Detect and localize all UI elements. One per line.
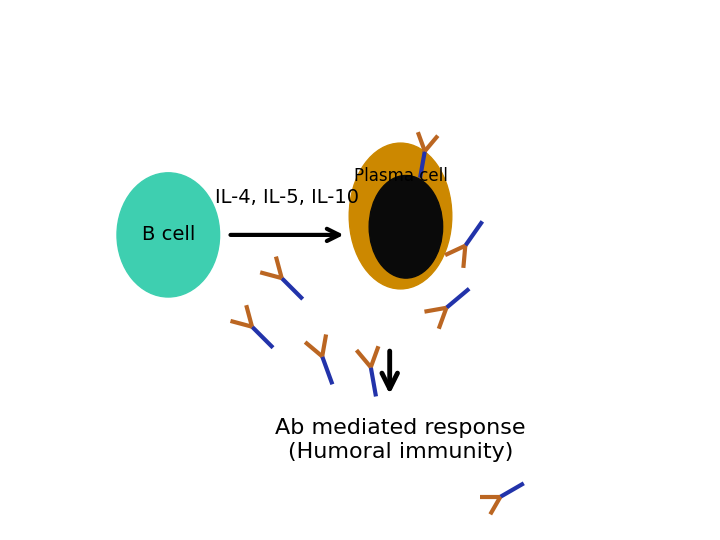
Text: Plasma cell: Plasma cell xyxy=(354,166,447,185)
Ellipse shape xyxy=(349,143,452,289)
Text: IL-4, IL-5, IL-10: IL-4, IL-5, IL-10 xyxy=(215,187,359,207)
Ellipse shape xyxy=(369,176,443,278)
Ellipse shape xyxy=(117,173,220,297)
Text: Ab mediated response
(Humoral immunity): Ab mediated response (Humoral immunity) xyxy=(275,418,526,462)
Text: B cell: B cell xyxy=(142,225,195,245)
